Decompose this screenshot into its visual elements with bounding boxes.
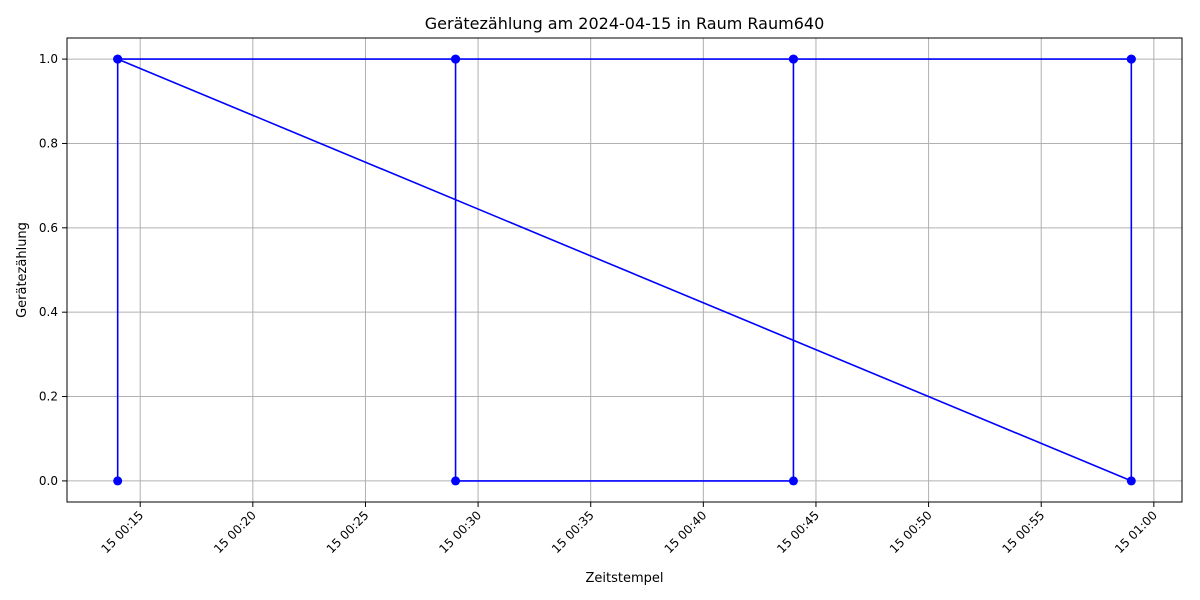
x-tick-label: 15 00:35 — [549, 508, 597, 556]
data-point — [451, 54, 461, 64]
y-tick-label: 0.2 — [39, 390, 58, 404]
y-tick-label: 0.0 — [39, 474, 58, 488]
x-tick-label: 15 00:55 — [999, 508, 1047, 556]
data-point — [1126, 54, 1136, 64]
y-tick-label: 0.8 — [39, 136, 58, 150]
series-line — [116, 58, 1133, 482]
grid — [67, 38, 1182, 502]
x-axis-label: Zeitstempel — [585, 571, 663, 586]
data-point — [788, 476, 798, 486]
x-tick-label: 15 00:30 — [436, 508, 484, 556]
data-point — [113, 476, 123, 486]
x-tick-label: 15 00:20 — [211, 508, 259, 556]
y-tick-label: 0.6 — [39, 221, 58, 235]
x-tick-label: 15 00:25 — [324, 508, 372, 556]
x-tick-label: 15 00:40 — [662, 508, 710, 556]
y-tick-label: 1.0 — [39, 52, 58, 66]
plot-area-frame — [66, 37, 1183, 503]
x-tick-label: 15 00:45 — [774, 508, 822, 556]
data-point — [1126, 476, 1136, 486]
data-point — [788, 54, 798, 64]
y-tick-label: 0.4 — [39, 305, 58, 319]
x-tick-label: 15 01:00 — [1112, 508, 1160, 556]
x-tick-label: 15 00:50 — [887, 508, 935, 556]
series-layer — [113, 54, 1136, 486]
y-axis-label: Gerätezählung — [15, 222, 30, 318]
x-tick-label: 15 00:15 — [98, 508, 146, 556]
data-point — [113, 54, 123, 64]
chart-title: Gerätezählung am 2024-04-15 in Raum Raum… — [425, 14, 825, 33]
data-point — [451, 476, 461, 486]
